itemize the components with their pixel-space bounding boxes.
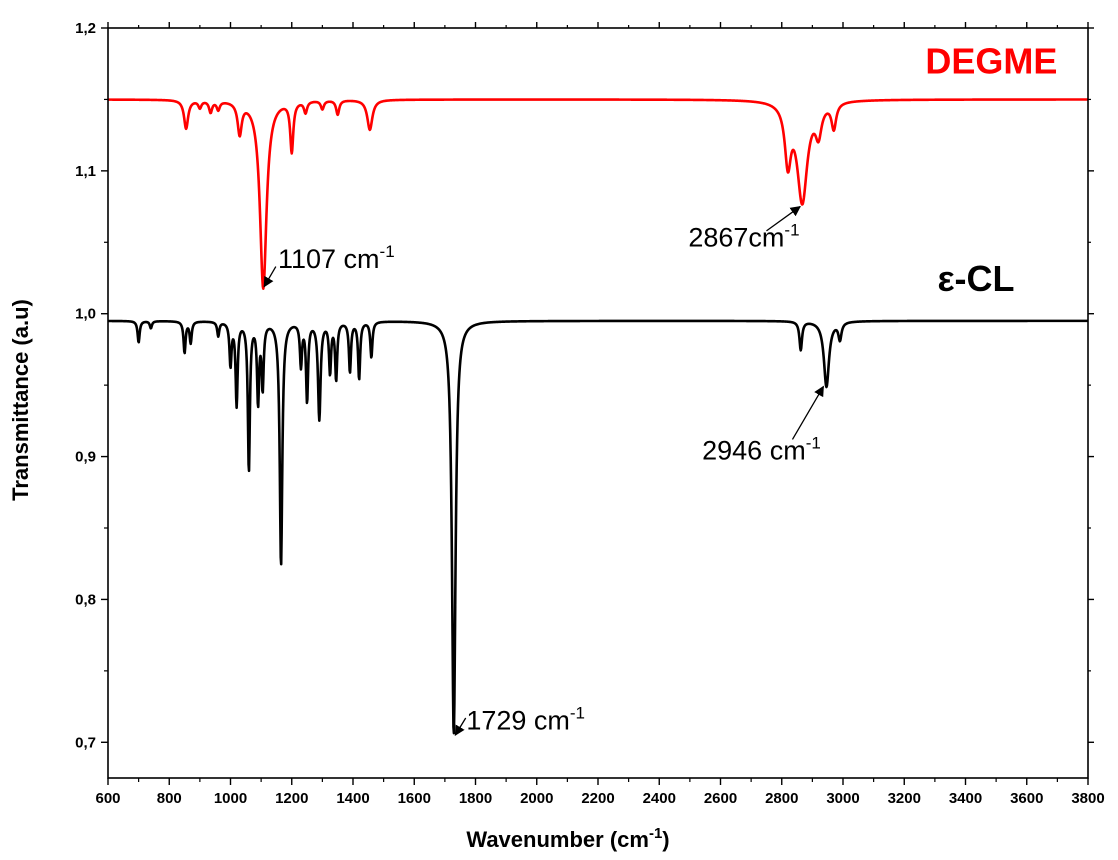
peak-annotation: 1107 cm-1 — [278, 242, 395, 274]
y-axis-title: Transmittance (a.u) — [8, 299, 33, 501]
x-tick-label: 1400 — [336, 790, 369, 807]
axes: 600 800 1000 1200 1400 1600 1800 2000 2200 2400 26… — [75, 20, 1105, 807]
y-tick-label: 0,9 — [75, 449, 96, 466]
y-tick-label: 1,1 — [75, 163, 96, 180]
y-tick-label: 1,2 — [75, 20, 96, 37]
x-tick-label: 1000 — [214, 790, 247, 807]
x-tick-label: 1200 — [275, 790, 308, 807]
series-label: DEGME — [925, 41, 1057, 82]
annotation-arrow — [766, 205, 801, 232]
x-tick-label: 3600 — [1010, 790, 1043, 807]
x-tick-label: 3400 — [949, 790, 982, 807]
x-tick-label: 600 — [95, 790, 120, 807]
y-tick-label: 1,0 — [75, 306, 96, 323]
x-tick-label: 3200 — [888, 790, 921, 807]
series-label: ε-CL — [937, 258, 1014, 299]
x-axis-title-superscript: -1 — [649, 825, 662, 842]
x-tick-label: 1600 — [398, 790, 431, 807]
x-tick-label: 2200 — [581, 790, 614, 807]
x-tick-label: 1800 — [459, 790, 492, 807]
series-line — [107, 319, 1089, 735]
y-tick-label: 0,7 — [75, 734, 96, 751]
annotation-arrow — [263, 266, 277, 288]
x-tick-label: 3800 — [1071, 790, 1104, 807]
x-tick-label: 800 — [157, 790, 182, 807]
x-axis-title: Wavenumber (cm-1) — [466, 825, 669, 852]
x-tick-label: 3000 — [826, 790, 859, 807]
annotation-arrow — [791, 385, 824, 440]
annotation-arrow — [454, 717, 467, 737]
plot-area — [107, 98, 1089, 735]
peak-annotation: 2946 cm-1 — [702, 433, 821, 465]
peak-annotation: 2867cm-1 — [688, 221, 799, 253]
series-line — [107, 98, 1089, 290]
x-tick-label: 2000 — [520, 790, 553, 807]
x-tick-label: 2800 — [765, 790, 798, 807]
y-tick-label: 0,8 — [75, 591, 96, 608]
labels: DEGME ε-CL 1107 cm-1 2867cm-1 1729 cm-1 2946 … — [263, 41, 1057, 737]
x-tick-label: 2600 — [704, 790, 737, 807]
peak-annotation: 1729 cm-1 — [466, 703, 585, 735]
x-tick-label: 2400 — [643, 790, 676, 807]
